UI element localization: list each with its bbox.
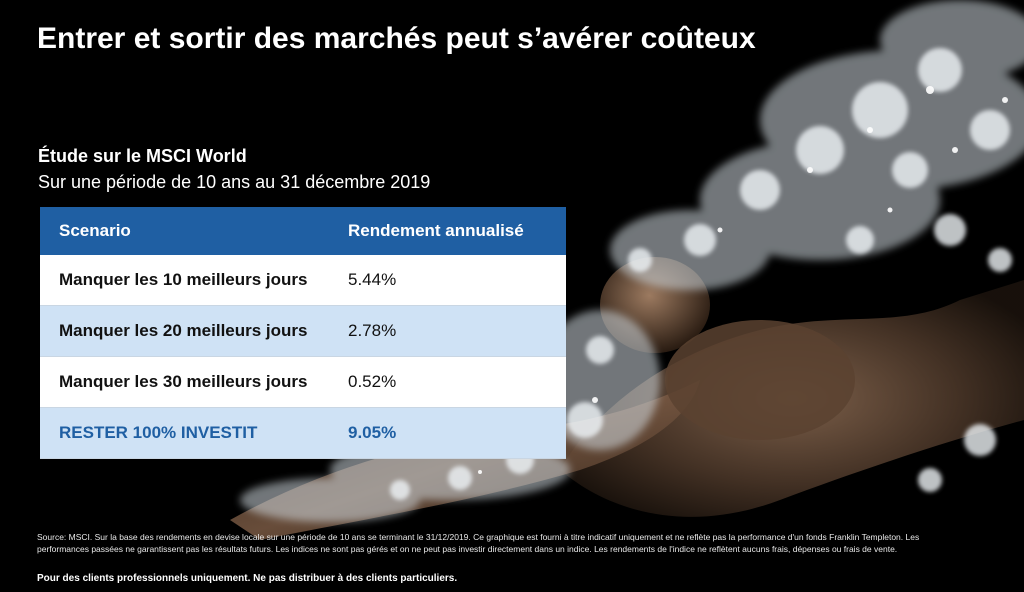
table-row: Manquer les 30 meilleurs jours 0.52% [40,357,566,408]
table-header-return: Rendement annualisé [348,221,524,240]
table-header-scenario: Scenario [59,221,131,240]
returns-table: Scenario Rendement annualisé Manquer les… [40,207,566,459]
scenario-cell: RESTER 100% INVESTIT [59,423,258,442]
table-row-highlight: RESTER 100% INVESTIT 9.05% [40,408,566,459]
scenario-cell: Manquer les 20 meilleurs jours [59,321,308,340]
scenario-cell: Manquer les 30 meilleurs jours [59,372,308,391]
return-cell: 0.52% [348,372,397,391]
table-header-row: Scenario Rendement annualisé [40,207,566,255]
scenario-cell: Manquer les 10 meilleurs jours [59,270,308,289]
table-row: Manquer les 10 meilleurs jours 5.44% [40,255,566,306]
slide-title: Entrer et sortir des marchés peut s’avér… [37,22,756,55]
disclaimer: Pour des clients professionnels uniqueme… [37,573,458,584]
study-subtitle: Sur une période de 10 ans au 31 décembre… [38,172,431,192]
return-cell: 5.44% [348,270,397,289]
study-title: Étude sur le MSCI World [38,146,247,166]
return-cell: 9.05% [348,423,397,442]
source-footnote: Source: MSCI. Sur la base des rendements… [37,532,920,554]
return-cell: 2.78% [348,321,397,340]
table-row: Manquer les 20 meilleurs jours 2.78% [40,306,566,357]
